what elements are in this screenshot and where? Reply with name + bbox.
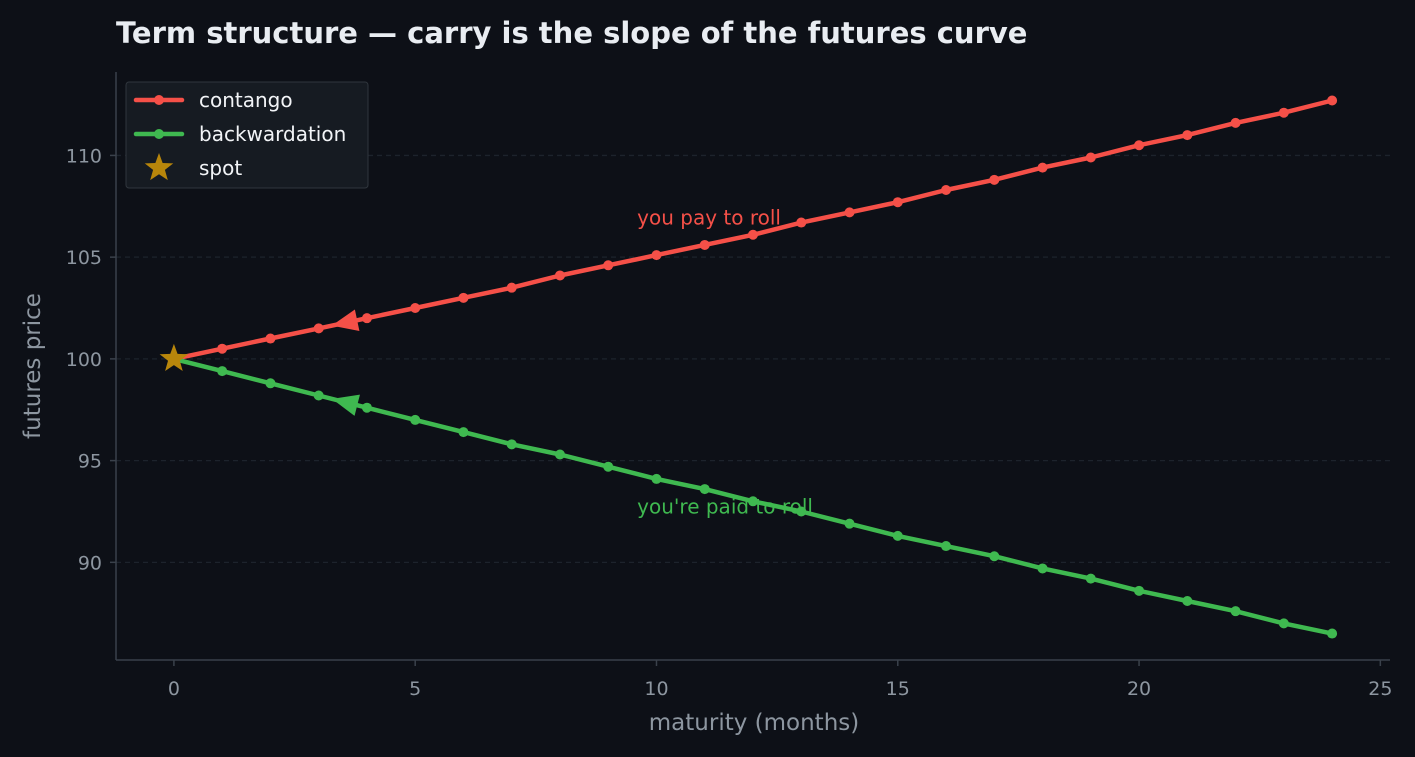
data-point-backwardation-10 [651, 473, 662, 484]
data-point-contango-3 [313, 323, 324, 334]
chart-title: Term structure — carry is the slope of t… [116, 16, 1027, 50]
data-point-contango-16 [941, 185, 952, 196]
annotations: you pay to roll you're paid to roll [331, 206, 813, 519]
data-point-backwardation-20 [1134, 585, 1145, 596]
data-point-contango-1 [217, 343, 228, 354]
data-point-contango-24 [1327, 95, 1338, 106]
data-point-backwardation-24 [1327, 628, 1338, 639]
y-tick-label-105: 105 [66, 247, 102, 269]
data-point-contango-19 [1085, 152, 1096, 163]
y-tick-label-110: 110 [66, 145, 102, 167]
data-point-contango-5 [410, 303, 421, 314]
legend-label-contango: contango [199, 88, 293, 112]
data-point-backwardation-22 [1230, 606, 1241, 617]
x-tick-label-0: 0 [168, 678, 180, 700]
data-point-contango-6 [458, 292, 469, 303]
y-tick-label-90: 90 [78, 552, 102, 574]
data-point-backwardation-12 [748, 496, 758, 507]
data-point-contango-21 [1182, 130, 1193, 141]
x-tick-label-10: 10 [644, 678, 668, 700]
data-point-backwardation-2 [265, 378, 276, 389]
data-point-backwardation-17 [989, 551, 1000, 562]
ticks: 0 5 10 15 20 25 90 95 100 105 110 [66, 145, 1393, 700]
data-point-contango-22 [1230, 117, 1241, 128]
y-axis-label: futures price [20, 293, 46, 439]
legend-star-icon [144, 153, 174, 181]
data-point-backwardation-19 [1085, 573, 1096, 584]
legend-marker-backwardation [154, 129, 164, 139]
data-point-backwardation-16 [941, 541, 952, 552]
data-point-backwardation-3 [313, 390, 324, 401]
data-point-contango-13 [796, 217, 807, 228]
data-point-backwardation-15 [892, 530, 903, 541]
data-point-backwardation-9 [603, 461, 614, 472]
annotation-paid-to-roll: you're paid to roll [637, 495, 813, 519]
data-point-contango-4 [361, 313, 372, 324]
legend-marker-contango [154, 95, 164, 105]
x-tick-label-5: 5 [409, 678, 421, 700]
data-point-contango-11 [699, 239, 710, 250]
data-point-backwardation-7 [506, 439, 517, 450]
roll-arrow-contango [331, 309, 360, 332]
data-point-backwardation-1 [217, 366, 228, 377]
legend-label-backwardation: backwardation [199, 122, 346, 146]
x-tick-label-15: 15 [886, 678, 910, 700]
data-point-backwardation-5 [410, 414, 421, 425]
legend: contango backwardation spot [125, 81, 369, 189]
roll-arrow-backwardation [332, 394, 360, 416]
x-tick-label-20: 20 [1127, 678, 1151, 700]
data-point-backwardation-18 [1037, 563, 1048, 574]
legend-box [125, 81, 369, 189]
legend-label-spot: spot [199, 156, 242, 180]
annotation-pay-to-roll: you pay to roll [637, 206, 781, 230]
data-point-contango-23 [1278, 107, 1289, 118]
x-tick-label-25: 25 [1368, 678, 1392, 700]
data-point-backwardation-13 [796, 506, 807, 517]
y-tick-label-100: 100 [66, 349, 102, 371]
data-point-contango-17 [989, 174, 1000, 185]
data-point-contango-8 [554, 270, 565, 281]
data-point-contango-2 [265, 333, 276, 344]
data-point-contango-14 [844, 207, 855, 218]
x-axis-label: maturity (months) [649, 710, 859, 736]
series-layer [159, 95, 1338, 639]
y-tick-label-95: 95 [78, 451, 102, 473]
data-point-backwardation-8 [554, 449, 565, 460]
data-point-backwardation-4 [361, 402, 372, 413]
data-point-contango-20 [1134, 140, 1145, 151]
data-point-backwardation-23 [1278, 618, 1289, 629]
data-point-contango-18 [1037, 162, 1048, 173]
data-point-contango-12 [748, 229, 758, 240]
data-point-backwardation-6 [458, 427, 469, 438]
spot-star-icon [159, 343, 189, 372]
data-point-contango-10 [651, 250, 662, 261]
data-point-contango-9 [603, 260, 614, 271]
data-point-backwardation-11 [699, 484, 710, 495]
data-point-backwardation-21 [1182, 595, 1193, 606]
data-point-backwardation-14 [844, 518, 855, 529]
data-point-contango-15 [892, 197, 903, 208]
data-point-contango-7 [506, 282, 517, 293]
